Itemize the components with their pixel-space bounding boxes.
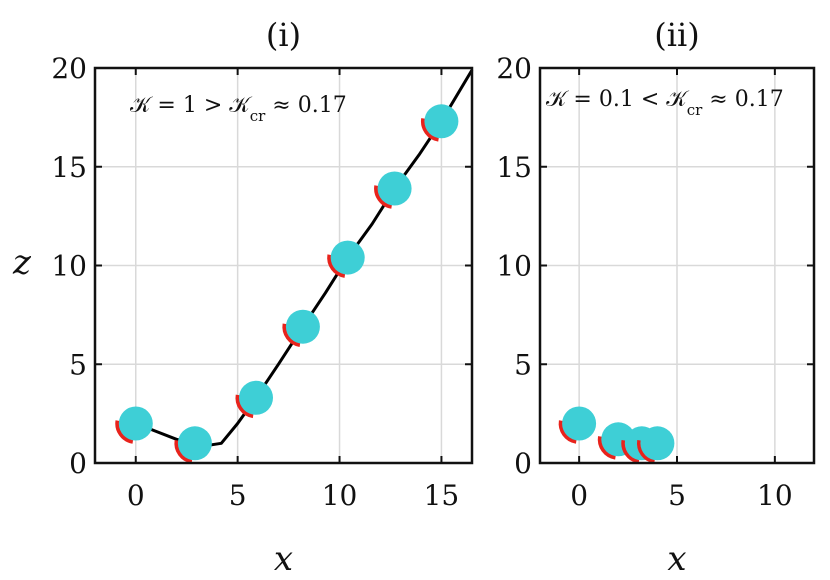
panel-i-annotation: 𝒦 = 1 > 𝒦cr ≈ 0.17 [130,93,347,125]
panel-i-particle-disk-4 [330,240,365,275]
panel-i-xlabel: x [274,539,293,579]
panel-ii-ytick-label-1: 5 [514,348,532,381]
panel-i-ytick-label-4: 20 [51,52,87,85]
panel-i-annotation-sub: cr [250,107,266,125]
panel-ii-xlabel: x [667,539,686,579]
panel-i-ylabel: z [12,243,32,283]
panel-i-particle-disk-0 [118,406,153,441]
panel-i-particle-6 [420,104,459,142]
panel-i-particle-1 [174,426,212,464]
panel-ii-ytick-label-4: 20 [496,52,532,85]
panel-ii-particle-layer [558,406,675,464]
panel-ii-xtick-label-0: 0 [570,479,588,512]
panel-i-annotation-tail: ≈ 0.17 [265,93,346,118]
panel-ii-contact-arc-3 [636,440,656,464]
panel-ii-ytick-label-0: 0 [514,447,532,480]
panel-i-xtick-label-3: 15 [424,479,460,512]
panel-ii-annotation-sub: cr [687,101,703,119]
panel-i-ytick-label-3: 15 [51,151,87,184]
panel-i-contact-arc-4 [327,254,346,278]
panel-ii-annotation: 𝒦 = 0.1 < 𝒦cr ≈ 0.17 [546,87,784,119]
panel-i-particle-3 [282,309,320,347]
panel-i-contact-arc-1 [174,440,193,464]
panel-ii-ytick-label-2: 10 [496,250,532,283]
panel-ii-contact-arc-0 [558,420,577,444]
panel-i-ytick-label-2: 10 [51,250,87,283]
panel-i-xtick-label-0: 0 [127,479,145,512]
panel-i-particle-disk-2 [239,380,273,415]
panel-i-contact-arc-0 [115,420,134,444]
panel-i-particle-disk-3 [285,309,320,344]
panel-i-particle-layer [115,104,459,464]
panel-i-xtick-label-1: 5 [229,479,247,512]
panel-ii-grid [540,67,814,464]
panel-i-ticks: 0 5 10 15 0 5 10 15 20 [51,52,472,512]
panel-i-contact-arc-2 [235,394,254,419]
panel-ii-contact-arc-2 [621,440,640,464]
panel-i-particle-4 [327,240,365,278]
panel-i-particle-disk-1 [177,426,212,461]
panel-i-particle-disk-6 [424,104,459,139]
panel-ii-particle-disk-0 [562,406,597,441]
panel-i-grid [95,67,472,464]
panel-i-contact-arc-6 [420,118,440,142]
panel-i-particle-2 [235,380,273,419]
panel-ii-ticks: 0 5 10 0 5 10 15 20 [496,52,814,512]
panel-ii-xtick-label-2: 10 [757,479,793,512]
panel-i-particle-0 [115,406,153,444]
panel-ii: 0 5 10 0 5 10 15 20 (ii) 𝒦 = 0.1 < 𝒦cr ≈ 0.17 x [496,16,816,579]
panel-ii-title: (ii) [654,16,699,54]
panel-ii-ytick-label-3: 15 [496,151,532,184]
panel-ii-contact-arc-1 [597,436,617,460]
panel-i-xtick-label-2: 10 [322,479,358,512]
panel-i-contact-arc-5 [374,185,393,209]
panel-ii-particle-disk-3 [640,426,675,461]
panel-i-contact-arc-3 [282,323,301,347]
panel-i-particle-disk-5 [377,171,412,206]
panel-i-title: (i) [266,16,301,54]
panel-i-annotation-main: 𝒦 = 1 > 𝒦 [130,93,252,118]
panel-ii-annotation-tail: ≈ 0.17 [702,87,783,112]
panel-i-particle-5 [374,171,412,209]
panel-i-ytick-label-0: 0 [69,447,87,480]
panel-i-ytick-label-1: 5 [69,348,87,381]
panel-ii-particle-3 [636,426,675,464]
panel-ii-particle-0 [558,406,597,444]
panel-ii-xtick-label-1: 5 [668,479,686,512]
panel-ii-annotation-main: 𝒦 = 0.1 < 𝒦 [546,87,689,112]
